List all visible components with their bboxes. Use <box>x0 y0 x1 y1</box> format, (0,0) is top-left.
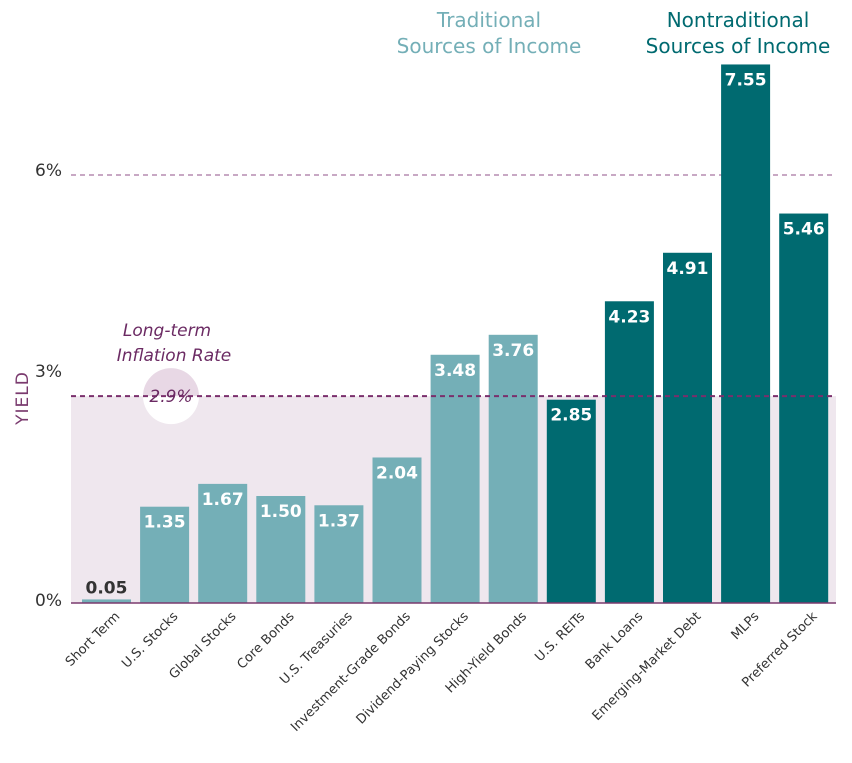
bar-global-stocks <box>198 483 248 603</box>
x-category-label: Short Term <box>63 609 123 669</box>
bar-value-label: 4.91 <box>667 259 709 279</box>
bar-value-label: 2.85 <box>550 406 592 426</box>
bar-u-s-treasuries <box>314 505 364 603</box>
y-tick-label: 6% <box>35 161 62 181</box>
bar-preferred-stock <box>779 213 829 603</box>
inflation-value-label: 2.9% <box>149 387 192 407</box>
x-category-label: U.S. REITs <box>532 609 588 665</box>
bar-value-label: 3.76 <box>492 341 534 361</box>
bar-value-label: 0.05 <box>86 578 128 598</box>
y-tick-label: 0% <box>35 591 62 611</box>
x-category-label: Investment-Grade Bonds <box>288 609 414 735</box>
bar-value-label: 1.37 <box>318 511 360 531</box>
y-axis-label: YIELD <box>13 371 33 426</box>
bar-value-label: 3.48 <box>434 361 476 381</box>
bar-u-s-reits <box>546 399 596 603</box>
bar-bank-loans <box>604 301 654 603</box>
y-tick-label: 3% <box>35 362 62 382</box>
traditional-group-title-line1: Traditional <box>436 8 541 32</box>
inflation-circle-top <box>143 368 199 397</box>
bar-investment-grade-bonds <box>372 457 422 603</box>
nontraditional-group-title-line2: Sources of Income <box>646 34 831 58</box>
x-category-label: U.S. Stocks <box>119 609 181 671</box>
x-category-label: Emerging-Market Debt <box>590 609 705 724</box>
x-category-label: MLPs <box>729 609 763 643</box>
bar-dividend-paying-stocks <box>430 354 480 603</box>
x-category-label: Core Bonds <box>234 609 297 672</box>
x-category-label: Bank Loans <box>583 609 647 673</box>
bar-emerging-market-debt <box>663 252 712 603</box>
bar-core-bonds <box>256 496 306 603</box>
bar-value-label: 1.35 <box>144 513 186 533</box>
inflation-annotation-line1: Long-term <box>123 321 211 341</box>
bars: 0.05 1.35 1.67 1.50 1.37 2.04 3.48 3.76 2.85 4.23… <box>82 64 829 604</box>
bar-value-label: 1.50 <box>260 502 302 522</box>
bar-mlps <box>721 64 771 604</box>
x-category-label: Dividend-Paying Stocks <box>354 609 472 727</box>
bar-short-term <box>82 599 131 603</box>
inflation-annotation-line2: Inflation Rate <box>117 346 232 366</box>
bar-value-label: 2.04 <box>376 463 418 483</box>
bar-value-label: 7.55 <box>725 70 767 90</box>
traditional-group-title-line2: Sources of Income <box>397 34 582 58</box>
y-axis-ticks: 0% 3% 6% <box>35 161 62 611</box>
bar-u-s-stocks <box>140 506 190 603</box>
bar-value-label: 5.46 <box>783 220 825 240</box>
bar-value-label: 4.23 <box>608 307 650 327</box>
bar-high-yield-bonds <box>488 334 538 603</box>
bar-value-label: 1.67 <box>202 490 244 510</box>
nontraditional-group-title-line1: Nontraditional <box>667 8 810 32</box>
